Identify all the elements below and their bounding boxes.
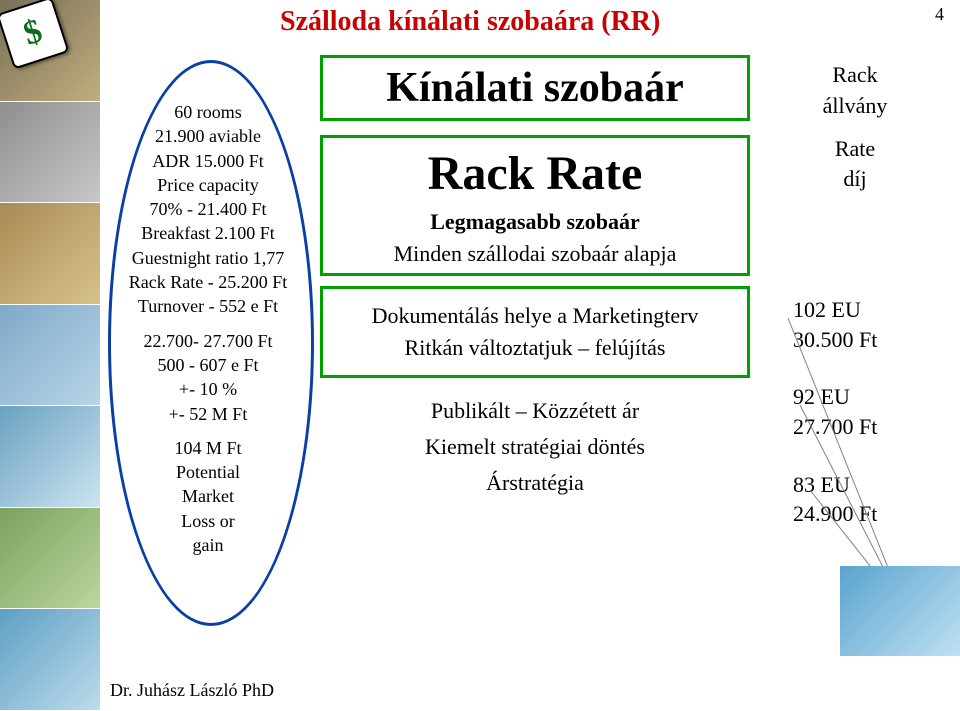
ellipse-subblock: 22.700- 27.700 Ft 500 - 607 e Ft +- 10 %… (124, 329, 292, 426)
price-block: 83 EU 24.900 Ft (765, 470, 935, 529)
mid-line: Ritkán változtatjuk – felújítás (329, 335, 741, 361)
right-line: Rate (765, 134, 945, 165)
heading-kinalati: Kínálati szobaár (320, 55, 750, 121)
left-strip-image (0, 406, 100, 508)
price-line: 24.900 Ft (793, 499, 935, 529)
ellipse-line: Rack Rate - 25.200 Ft (124, 270, 292, 294)
page-number: 4 (935, 4, 944, 25)
bottom-line: Kiemelt stratégiai döntés (320, 434, 750, 460)
ellipse-line: gain (124, 533, 292, 557)
price-line: 83 EU (793, 470, 935, 500)
ellipse-line: 70% - 21.400 Ft (124, 197, 292, 221)
right-top-text: Rack állvány Rate díj (765, 60, 945, 195)
mid-box: Dokumentálás helye a Marketingterv Ritká… (320, 286, 750, 378)
bottom-line: Árstratégia (320, 470, 750, 496)
left-strip-image (0, 203, 100, 305)
right-column: Rack állvány Rate díj 102 EU 30.500 Ft 9… (765, 60, 945, 195)
price-line: 92 EU (793, 382, 935, 412)
center-column: Kínálati szobaár Rack Rate Legmagasabb s… (320, 55, 750, 506)
bottom-lines: Publikált – Közzétett ár Kiemelt stratég… (320, 398, 750, 496)
left-image-strip (0, 0, 100, 711)
ellipse-line: 60 rooms (124, 100, 292, 124)
heading-rack-rate: Rack Rate (327, 144, 743, 203)
price-line: 27.700 Ft (793, 412, 935, 442)
bottom-right-image (840, 566, 960, 656)
price-block: 102 EU 30.500 Ft (765, 295, 935, 354)
ellipse-line: Potential (124, 460, 292, 484)
slide-title: Szálloda kínálati szobaára (RR) (280, 6, 660, 38)
price-line: 30.500 Ft (793, 325, 935, 355)
mid-line: Dokumentálás helye a Marketingterv (329, 303, 741, 329)
price-line: 102 EU (793, 295, 935, 325)
price-stack: 102 EU 30.500 Ft 92 EU 27.700 Ft 83 EU 2… (765, 295, 935, 557)
ellipse-line: 500 - 607 e Ft (124, 353, 292, 377)
subheading-legmagasabb: Legmagasabb szobaár (327, 209, 743, 235)
ellipse-line: 21.900 aviable (124, 124, 292, 148)
ellipse-line: Market (124, 484, 292, 508)
ellipse-line: 22.700- 27.700 Ft (124, 329, 292, 353)
price-block: 92 EU 27.700 Ft (765, 382, 935, 441)
ellipse-block: 60 rooms 21.900 aviable ADR 15.000 Ft Pr… (108, 60, 308, 620)
left-strip-image (0, 508, 100, 610)
ellipse-line: Guestnight ratio 1,77 (124, 246, 292, 270)
rack-rate-box: Rack Rate Legmagasabb szobaár Minden szá… (320, 135, 750, 276)
bottom-line: Publikált – Közzétett ár (320, 398, 750, 424)
ellipse-line: +- 10 % (124, 377, 292, 401)
subheading-minden: Minden szállodai szobaár alapja (327, 241, 743, 267)
dollar-glyph: $ (19, 12, 47, 53)
ellipse-line: ADR 15.000 Ft (124, 149, 292, 173)
ellipse-line: +- 52 M Ft (124, 402, 292, 426)
ellipse-line: Turnover - 552 e Ft (124, 294, 292, 318)
ellipse-subblock: 104 M Ft Potential Market Loss or gain (124, 436, 292, 557)
ellipse-line: 104 M Ft (124, 436, 292, 460)
right-line: díj (765, 164, 945, 195)
ellipse-line: Loss or (124, 509, 292, 533)
footer-author: Dr. Juhász László PhD (110, 680, 274, 701)
ellipse-text: 60 rooms 21.900 aviable ADR 15.000 Ft Pr… (108, 100, 308, 557)
ellipse-line: Breakfast 2.100 Ft (124, 221, 292, 245)
left-strip-image (0, 305, 100, 407)
right-line: állvány (765, 91, 945, 122)
left-strip-image (0, 102, 100, 204)
ellipse-line: Price capacity (124, 173, 292, 197)
left-strip-image (0, 609, 100, 711)
right-line: Rack (765, 60, 945, 91)
